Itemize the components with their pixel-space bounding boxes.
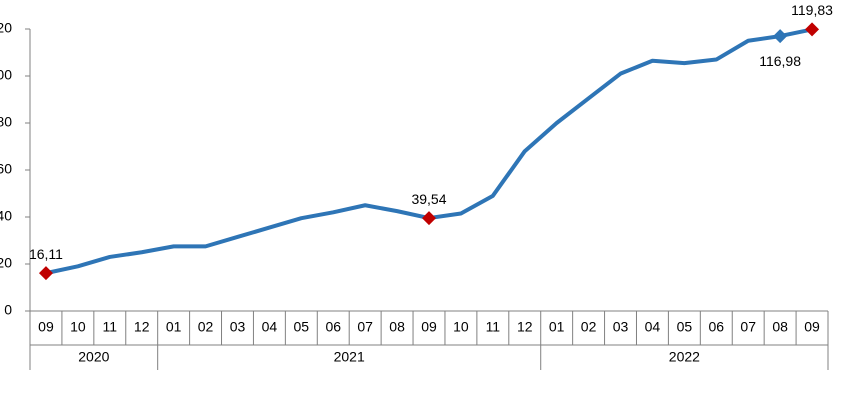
x-tick-label: 07	[357, 319, 373, 335]
x-tick-label: 08	[772, 319, 788, 335]
data-label: 119,83	[791, 2, 833, 18]
year-label: 2021	[334, 349, 365, 365]
y-tick-label: 0	[4, 302, 12, 318]
x-tick-label: 11	[103, 319, 118, 335]
x-tick-label: 10	[453, 319, 469, 335]
marker	[38, 266, 53, 281]
year-label: 2020	[78, 349, 109, 365]
year-label: 2022	[669, 349, 700, 365]
x-tick-label: 03	[230, 319, 246, 335]
marker	[773, 29, 788, 44]
x-tick-label: 02	[198, 319, 214, 335]
x-tick-label: 02	[581, 319, 597, 335]
line	[45, 27, 813, 276]
y-tick-label: 20	[0, 255, 12, 271]
x-tick-label: 04	[645, 319, 661, 335]
y-tick-label: 60	[0, 161, 12, 177]
marker	[805, 22, 820, 37]
x-tick-label: 07	[740, 319, 756, 335]
x-tick-label: 05	[677, 319, 693, 335]
data-label: 16,11	[29, 246, 63, 262]
x-tick-label: 08	[389, 319, 405, 335]
x-tick-label: 09	[804, 319, 820, 335]
x-tick-label: 11	[486, 319, 501, 335]
x-tick-label: 01	[549, 319, 565, 335]
x-tick-label: 04	[262, 319, 278, 335]
y-tick-label: 80	[0, 114, 12, 130]
y-tick-label: 100	[0, 67, 12, 83]
x-tick-label: 06	[325, 319, 341, 335]
y-tick-label: 120	[0, 20, 12, 36]
marker	[422, 211, 436, 226]
x-tick-label: 09	[38, 319, 54, 335]
x-tick-label: 05	[294, 319, 310, 335]
x-tick-label: 06	[708, 319, 724, 335]
x-tick-label: 03	[613, 319, 629, 335]
y-tick-label: 40	[0, 208, 12, 224]
data-label: 39,54	[411, 191, 446, 207]
x-tick-label: 12	[517, 319, 533, 335]
data-label: 116,98	[759, 53, 801, 69]
x-tick-label: 10	[70, 319, 86, 335]
x-tick-label: 09	[421, 319, 437, 335]
x-tick-label: 12	[134, 319, 150, 335]
x-tick-label: 01	[166, 319, 182, 335]
